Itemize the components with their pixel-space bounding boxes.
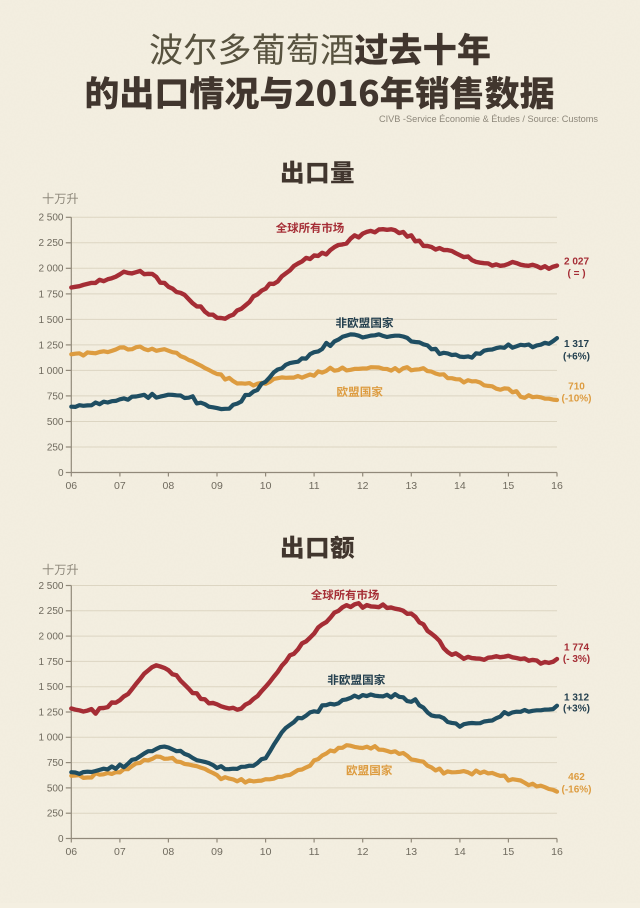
svg-text:11: 11	[309, 480, 320, 492]
svg-text:15: 15	[503, 480, 515, 492]
svg-text:(-10%): (-10%)	[561, 394, 591, 405]
svg-text:16: 16	[551, 846, 563, 858]
svg-text:1 250: 1 250	[38, 340, 63, 351]
svg-text:1 317: 1 317	[564, 339, 589, 350]
svg-text:13: 13	[405, 480, 417, 492]
svg-text:750: 750	[47, 391, 64, 402]
svg-text:07: 07	[114, 480, 126, 492]
svg-text:1 500: 1 500	[38, 315, 63, 326]
svg-text:2 027: 2 027	[564, 257, 589, 268]
svg-text:0: 0	[58, 834, 64, 845]
svg-text:12: 12	[357, 846, 369, 858]
svg-text:06: 06	[65, 480, 77, 492]
svg-text:500: 500	[47, 783, 64, 794]
svg-text:13: 13	[405, 846, 417, 858]
svg-text:(+3%): (+3%)	[563, 704, 590, 715]
svg-text:2 500: 2 500	[38, 581, 63, 592]
svg-text:250: 250	[47, 442, 64, 453]
svg-text:06: 06	[65, 846, 77, 858]
svg-text:2 000: 2 000	[38, 264, 63, 275]
svg-text:462: 462	[568, 772, 585, 783]
svg-text:(+6%): (+6%)	[563, 352, 590, 363]
svg-text:14: 14	[454, 480, 466, 492]
svg-text:09: 09	[211, 846, 223, 858]
svg-text:750: 750	[47, 758, 64, 769]
svg-text:10: 10	[260, 846, 272, 858]
svg-text:16: 16	[551, 480, 563, 492]
svg-text:1 750: 1 750	[38, 657, 63, 668]
svg-text:( = ): ( = )	[567, 269, 585, 280]
svg-text:250: 250	[47, 809, 64, 820]
svg-text:11: 11	[309, 846, 320, 858]
svg-text:2 500: 2 500	[38, 213, 63, 224]
svg-text:(- 3%): (- 3%)	[563, 654, 590, 665]
svg-text:CIVB -Service Économie & Étude: CIVB -Service Économie & Études / Source…	[379, 114, 598, 124]
svg-text:0: 0	[58, 468, 64, 479]
svg-text:07: 07	[114, 846, 126, 858]
svg-text:12: 12	[357, 480, 369, 492]
svg-text:2 250: 2 250	[38, 238, 63, 249]
svg-text:710: 710	[568, 382, 585, 393]
svg-text:1 312: 1 312	[564, 693, 589, 704]
svg-text:15: 15	[503, 846, 515, 858]
svg-text:500: 500	[47, 417, 64, 428]
svg-text:1 750: 1 750	[38, 289, 63, 300]
svg-text:09: 09	[211, 480, 223, 492]
svg-text:10: 10	[260, 480, 272, 492]
svg-text:(-16%): (-16%)	[561, 785, 591, 796]
svg-text:1 774: 1 774	[564, 643, 589, 654]
svg-text:1 000: 1 000	[38, 733, 63, 744]
svg-text:1 000: 1 000	[38, 366, 63, 377]
svg-text:14: 14	[454, 846, 466, 858]
svg-text:08: 08	[163, 846, 175, 858]
svg-text:2 250: 2 250	[38, 606, 63, 617]
svg-text:1 500: 1 500	[38, 682, 63, 693]
svg-text:2 000: 2 000	[38, 632, 63, 643]
svg-text:1 250: 1 250	[38, 707, 63, 718]
svg-text:08: 08	[163, 480, 175, 492]
